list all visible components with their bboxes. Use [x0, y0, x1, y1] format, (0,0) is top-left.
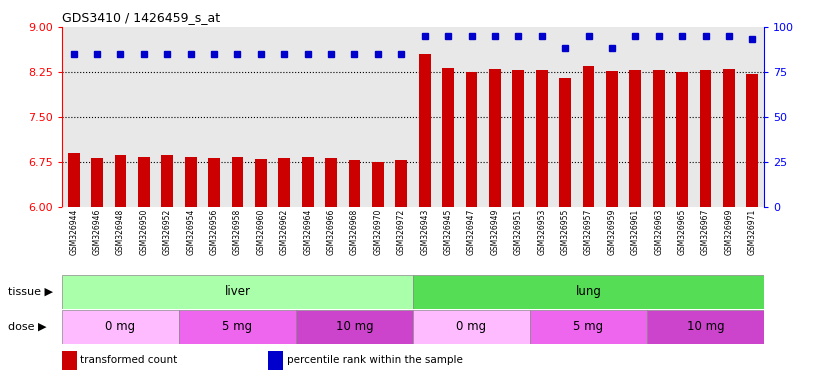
Bar — [301, 157, 314, 207]
Text: 0 mg: 0 mg — [106, 320, 135, 333]
Text: GSM326972: GSM326972 — [396, 209, 406, 255]
Text: GSM326967: GSM326967 — [701, 209, 710, 255]
Bar — [349, 159, 360, 207]
Text: GSM326943: GSM326943 — [420, 209, 430, 255]
Text: liver: liver — [225, 285, 250, 298]
Text: GSM326960: GSM326960 — [256, 209, 265, 255]
Bar — [653, 70, 665, 207]
Text: transformed count: transformed count — [80, 355, 178, 365]
Text: GSM326955: GSM326955 — [561, 209, 570, 255]
Text: lung: lung — [576, 285, 601, 298]
Text: GSM326965: GSM326965 — [677, 209, 686, 255]
Text: tissue ▶: tissue ▶ — [8, 287, 53, 297]
Text: dose ▶: dose ▶ — [8, 322, 47, 332]
Bar — [138, 157, 150, 207]
Text: GSM326950: GSM326950 — [140, 209, 149, 255]
Bar — [747, 74, 758, 207]
Bar — [185, 157, 197, 207]
Bar — [208, 158, 220, 207]
Bar — [268, 351, 283, 370]
Bar — [442, 68, 454, 207]
Bar — [413, 275, 764, 309]
Bar — [62, 275, 413, 309]
Bar — [723, 69, 735, 207]
Text: GSM326946: GSM326946 — [93, 209, 102, 255]
Text: GSM326947: GSM326947 — [467, 209, 476, 255]
Bar — [676, 72, 688, 207]
Bar — [62, 310, 179, 344]
Bar — [419, 54, 430, 207]
Text: GSM326956: GSM326956 — [210, 209, 219, 255]
Text: GSM326962: GSM326962 — [280, 209, 289, 255]
Bar — [700, 70, 711, 207]
Text: GSM326968: GSM326968 — [350, 209, 359, 255]
Text: GSM326958: GSM326958 — [233, 209, 242, 255]
Bar — [536, 70, 548, 207]
Bar — [278, 158, 290, 207]
Bar — [647, 310, 764, 344]
Bar — [68, 153, 79, 207]
Bar — [512, 70, 525, 207]
Bar — [530, 310, 647, 344]
Bar — [372, 162, 384, 207]
Bar — [466, 72, 477, 207]
Text: 10 mg: 10 mg — [335, 320, 373, 333]
Text: GSM326949: GSM326949 — [491, 209, 500, 255]
Bar — [255, 159, 267, 207]
Text: GSM326952: GSM326952 — [163, 209, 172, 255]
Text: 5 mg: 5 mg — [573, 320, 604, 333]
Text: GSM326945: GSM326945 — [444, 209, 453, 255]
Text: GSM326969: GSM326969 — [724, 209, 733, 255]
Bar — [296, 310, 413, 344]
Bar — [606, 71, 618, 207]
Bar — [91, 158, 103, 207]
Text: GSM326971: GSM326971 — [748, 209, 757, 255]
Bar — [629, 70, 641, 207]
Text: GSM326970: GSM326970 — [373, 209, 382, 255]
Bar — [62, 351, 77, 370]
Bar — [179, 310, 296, 344]
Text: GSM326957: GSM326957 — [584, 209, 593, 255]
Text: GSM326959: GSM326959 — [607, 209, 616, 255]
Text: GSM326966: GSM326966 — [326, 209, 335, 255]
Text: GSM326951: GSM326951 — [514, 209, 523, 255]
Text: GSM326953: GSM326953 — [537, 209, 546, 255]
Text: percentile rank within the sample: percentile rank within the sample — [287, 355, 463, 365]
Text: GSM326944: GSM326944 — [69, 209, 78, 255]
Text: GSM326961: GSM326961 — [631, 209, 640, 255]
Bar — [559, 78, 571, 207]
Text: 0 mg: 0 mg — [457, 320, 487, 333]
Bar — [396, 160, 407, 207]
Bar — [231, 157, 244, 207]
Bar — [161, 155, 173, 207]
Bar — [489, 69, 501, 207]
Bar — [413, 310, 530, 344]
Bar — [582, 66, 595, 207]
Text: GSM326954: GSM326954 — [186, 209, 195, 255]
Text: GSM326948: GSM326948 — [116, 209, 125, 255]
Bar — [115, 155, 126, 207]
Text: 5 mg: 5 mg — [222, 320, 253, 333]
Text: GDS3410 / 1426459_s_at: GDS3410 / 1426459_s_at — [62, 11, 220, 24]
Text: GSM326963: GSM326963 — [654, 209, 663, 255]
Bar — [325, 158, 337, 207]
Text: 10 mg: 10 mg — [686, 320, 724, 333]
Text: GSM326964: GSM326964 — [303, 209, 312, 255]
